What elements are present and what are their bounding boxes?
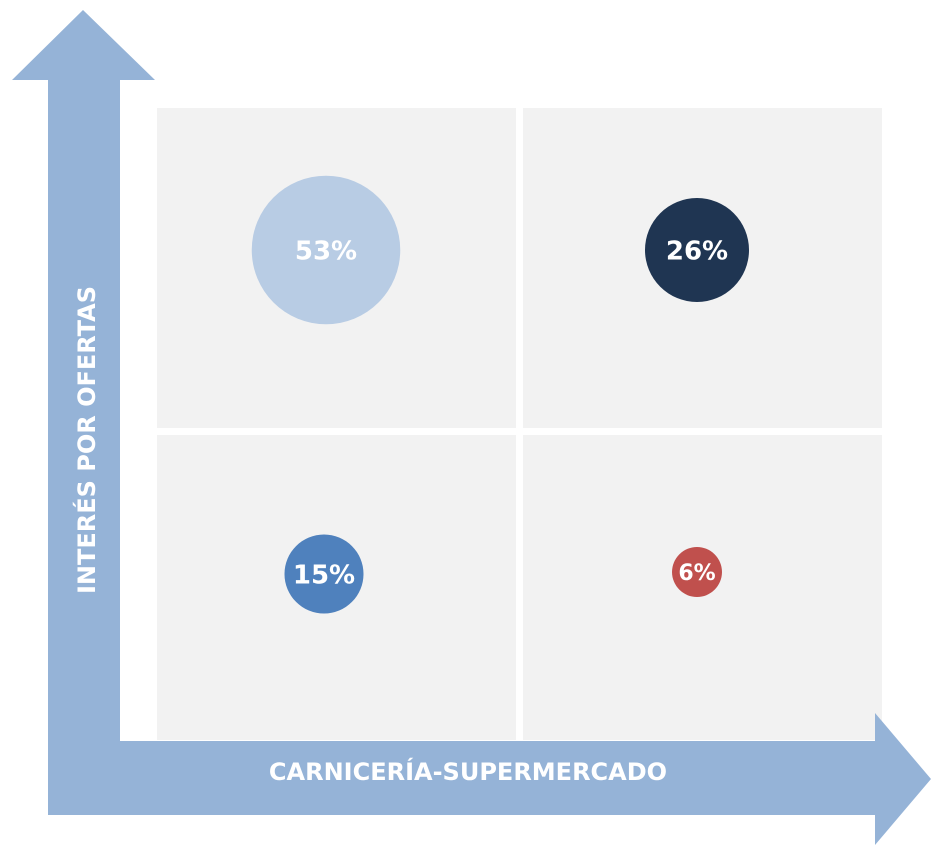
- x-axis-label: CARNICERÍA-SUPERMERCADO: [269, 757, 667, 786]
- bubble-label: 26%: [666, 237, 728, 267]
- bubble-label: 6%: [678, 561, 715, 586]
- bubble-label: 15%: [293, 561, 355, 591]
- bubble: [644, 197, 750, 303]
- bubble-label: 53%: [295, 237, 357, 267]
- x-axis-arrow: [48, 713, 931, 845]
- y-axis-arrow: [12, 10, 155, 815]
- bubble: [672, 547, 722, 597]
- y-axis-label: INTERÉS POR OFERTAS: [72, 286, 101, 594]
- bubble: [251, 175, 401, 325]
- bubble: [284, 534, 364, 614]
